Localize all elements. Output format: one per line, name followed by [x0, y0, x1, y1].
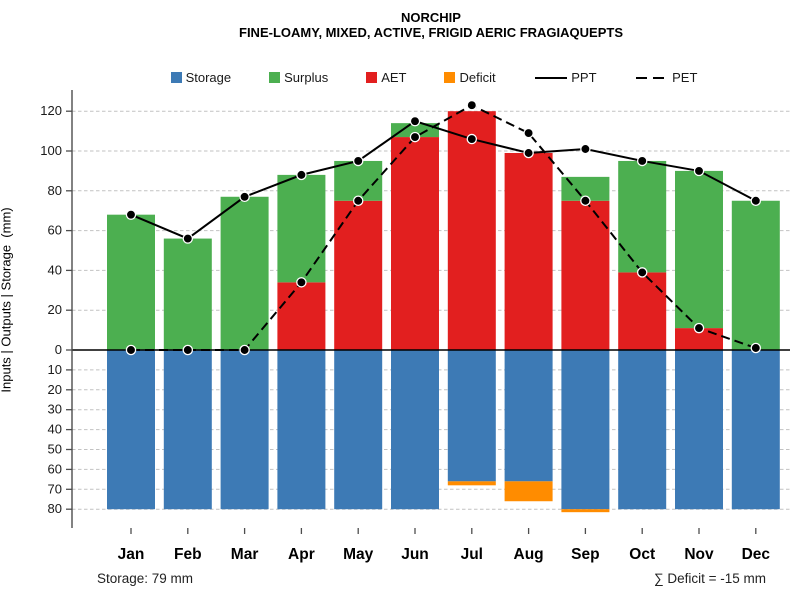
- svg-text:Jun: Jun: [401, 546, 429, 563]
- svg-text:10: 10: [48, 362, 62, 377]
- svg-text:Apr: Apr: [288, 546, 315, 563]
- svg-text:60: 60: [48, 223, 62, 238]
- svg-text:30: 30: [48, 402, 62, 417]
- svg-text:80: 80: [48, 183, 62, 198]
- svg-text:May: May: [343, 546, 374, 563]
- svg-text:Mar: Mar: [231, 546, 259, 563]
- svg-text:20: 20: [48, 302, 62, 317]
- svg-text:60: 60: [48, 461, 62, 476]
- svg-text:Jan: Jan: [118, 546, 145, 563]
- svg-text:0: 0: [55, 342, 62, 357]
- svg-text:Feb: Feb: [174, 546, 202, 563]
- svg-text:120: 120: [40, 103, 62, 118]
- svg-text:40: 40: [48, 262, 62, 277]
- svg-text:40: 40: [48, 422, 62, 437]
- svg-text:Dec: Dec: [742, 546, 771, 563]
- svg-text:Nov: Nov: [684, 546, 714, 563]
- svg-text:Aug: Aug: [514, 546, 544, 563]
- svg-text:Jul: Jul: [461, 546, 483, 563]
- svg-text:50: 50: [48, 442, 62, 457]
- svg-text:100: 100: [40, 143, 62, 158]
- svg-text:20: 20: [48, 382, 62, 397]
- svg-text:Sep: Sep: [571, 546, 599, 563]
- svg-text:70: 70: [48, 481, 62, 496]
- svg-text:Oct: Oct: [629, 546, 655, 563]
- svg-text:80: 80: [48, 501, 62, 516]
